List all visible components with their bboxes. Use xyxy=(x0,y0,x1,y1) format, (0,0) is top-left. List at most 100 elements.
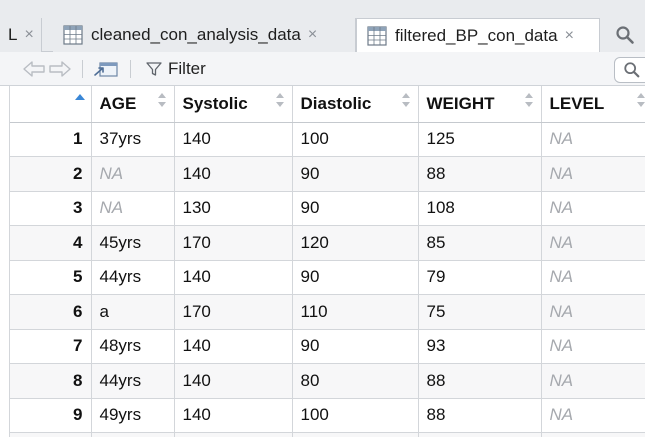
table-row: 7 48yrs 140 90 93 NA xyxy=(9,329,645,364)
cell-level[interactable]: NA xyxy=(541,122,645,157)
cell-diastolic[interactable] xyxy=(292,432,419,437)
tab-label: cleaned_con_analysis_data xyxy=(91,25,301,44)
show-in-new-window-button[interactable] xyxy=(93,52,119,86)
table-row xyxy=(9,432,645,437)
row-number[interactable]: 7 xyxy=(9,329,92,364)
cell-age[interactable]: 49yrs xyxy=(91,398,175,433)
filter-icon xyxy=(146,62,162,76)
filter-label: Filter xyxy=(168,59,206,78)
tab-label: filtered_BP_con_data xyxy=(395,25,558,45)
row-number[interactable]: 4 xyxy=(9,225,92,261)
table-body: 1 37yrs 140 100 125 NA 2 NA 140 90 88 NA 3 NA 130 90 108… xyxy=(9,122,645,437)
tab-search-partial[interactable] xyxy=(600,18,645,52)
tab-label: L xyxy=(8,25,18,44)
row-number[interactable]: 9 xyxy=(9,398,92,433)
cell-level[interactable]: NA xyxy=(541,363,645,399)
table-grid-icon xyxy=(63,25,83,45)
cell-systolic[interactable]: 140 xyxy=(174,363,293,399)
cell-weight[interactable]: 125 xyxy=(418,122,542,157)
sort-icon xyxy=(636,93,645,107)
table-search-input[interactable] xyxy=(614,57,645,83)
cell-level[interactable]: NA xyxy=(541,156,645,192)
table-row: 2 NA 140 90 88 NA xyxy=(9,156,645,192)
cell-age[interactable]: 44yrs xyxy=(91,363,175,399)
cell-level[interactable]: NA xyxy=(541,294,645,330)
cell-systolic[interactable]: 170 xyxy=(174,294,293,330)
cell-level[interactable] xyxy=(541,432,645,437)
column-header-level[interactable]: LEVEL xyxy=(541,86,645,123)
column-header-systolic[interactable]: Systolic xyxy=(174,86,293,123)
cell-level[interactable]: NA xyxy=(541,329,645,364)
cell-diastolic[interactable]: 90 xyxy=(292,329,419,364)
table-row: 5 44yrs 140 90 79 NA xyxy=(9,260,645,295)
forward-arrow-icon xyxy=(49,61,71,77)
cell-age[interactable]: NA xyxy=(91,191,175,226)
column-header-weight[interactable]: WEIGHT xyxy=(418,86,542,123)
cell-age[interactable]: NA xyxy=(91,156,175,192)
cell-weight[interactable]: 79 xyxy=(418,260,542,295)
cell-systolic[interactable]: 140 xyxy=(174,260,293,295)
column-header-rownames[interactable] xyxy=(9,86,92,123)
cell-weight[interactable]: 75 xyxy=(418,294,542,330)
forward-button[interactable] xyxy=(48,52,72,86)
cell-systolic[interactable]: 170 xyxy=(174,225,293,261)
cell-level[interactable]: NA xyxy=(541,225,645,261)
back-button[interactable] xyxy=(22,52,46,86)
cell-weight[interactable]: 88 xyxy=(418,398,542,433)
row-number[interactable]: 5 xyxy=(9,260,92,295)
cell-level[interactable]: NA xyxy=(541,260,645,295)
cell-weight[interactable] xyxy=(418,432,542,437)
sort-ascending-icon xyxy=(74,94,85,100)
cell-weight[interactable]: 85 xyxy=(418,225,542,261)
row-number[interactable]: 1 xyxy=(9,122,92,157)
cell-systolic[interactable]: 140 xyxy=(174,329,293,364)
cell-age[interactable]: 48yrs xyxy=(91,329,175,364)
cell-diastolic[interactable]: 90 xyxy=(292,260,419,295)
cell-weight[interactable]: 88 xyxy=(418,156,542,192)
cell-level[interactable]: NA xyxy=(541,191,645,226)
sort-icon xyxy=(275,93,284,107)
close-icon[interactable]: × xyxy=(24,26,34,43)
cell-diastolic[interactable]: 90 xyxy=(292,191,419,226)
row-number[interactable]: 6 xyxy=(9,294,92,330)
close-icon[interactable]: × xyxy=(307,26,318,43)
cell-diastolic[interactable]: 110 xyxy=(292,294,419,330)
cell-age[interactable]: 37yrs xyxy=(91,122,175,157)
row-number[interactable] xyxy=(9,432,92,437)
cell-systolic[interactable]: 140 xyxy=(174,156,293,192)
cell-diastolic[interactable]: 80 xyxy=(292,363,419,399)
table-row: 8 44yrs 140 80 88 NA xyxy=(9,363,645,399)
cell-age[interactable]: 44yrs xyxy=(91,260,175,295)
header-row: AGE Systolic Diastolic WEIGHT LEVEL xyxy=(9,86,645,123)
column-header-age[interactable]: AGE xyxy=(91,86,175,123)
row-number[interactable]: 2 xyxy=(9,156,92,192)
cell-systolic[interactable]: 130 xyxy=(174,191,293,226)
cell-diastolic[interactable]: 100 xyxy=(292,398,419,433)
cell-weight[interactable]: 93 xyxy=(418,329,542,364)
cell-diastolic[interactable]: 100 xyxy=(292,122,419,157)
filter-button[interactable]: Filter xyxy=(146,52,206,86)
tab-filtered-bp-con-data[interactable]: filtered_BP_con_data × xyxy=(356,18,600,53)
row-number[interactable]: 3 xyxy=(9,191,92,226)
cell-systolic[interactable]: 140 xyxy=(174,398,293,433)
row-number[interactable]: 8 xyxy=(9,363,92,399)
close-icon[interactable]: × xyxy=(564,26,574,44)
cell-weight[interactable]: 108 xyxy=(418,191,542,226)
tab-cleaned-con-analysis-data[interactable]: cleaned_con_analysis_data × xyxy=(53,18,356,52)
tab-partial-left[interactable]: L × xyxy=(0,18,42,52)
cell-systolic[interactable]: 140 xyxy=(174,122,293,157)
toolbar-separator xyxy=(130,60,131,78)
show-in-window-icon xyxy=(94,62,118,77)
cell-age[interactable] xyxy=(91,432,175,437)
cell-diastolic[interactable]: 120 xyxy=(292,225,419,261)
cell-systolic[interactable] xyxy=(174,432,293,437)
cell-level[interactable]: NA xyxy=(541,398,645,433)
cell-diastolic[interactable]: 90 xyxy=(292,156,419,192)
cell-age[interactable]: a xyxy=(91,294,175,330)
column-header-diastolic[interactable]: Diastolic xyxy=(292,86,419,123)
cell-weight[interactable]: 88 xyxy=(418,363,542,399)
column-header-label: WEIGHT xyxy=(426,93,495,113)
editor-tab-bar: L × cleaned_con_analysis_data × filtered… xyxy=(0,0,645,53)
cell-age[interactable]: 45yrs xyxy=(91,225,175,261)
table-row: 3 NA 130 90 108 NA xyxy=(9,191,645,226)
